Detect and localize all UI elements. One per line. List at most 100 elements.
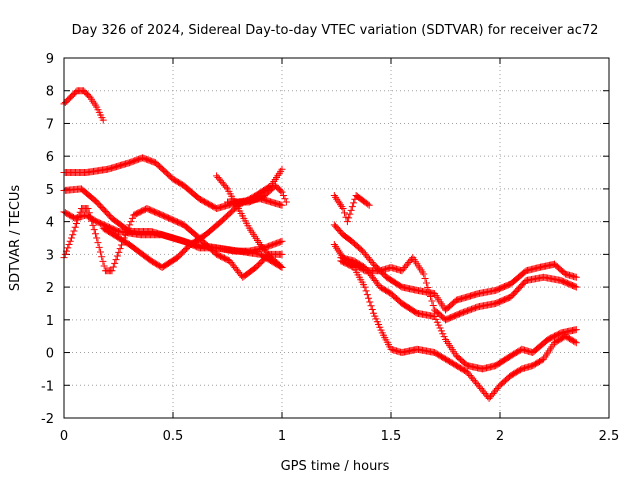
- data-point: [437, 327, 445, 335]
- chart-title: Day 326 of 2024, Sidereal Day-to-day VTE…: [72, 23, 599, 38]
- data-point: [65, 241, 73, 249]
- data-point: [433, 318, 441, 326]
- data-point: [86, 213, 94, 221]
- data-point: [61, 250, 69, 258]
- y-tick-label: -1: [41, 379, 54, 394]
- data-point: [277, 238, 285, 246]
- series-s11: [330, 241, 580, 324]
- data-point: [346, 210, 354, 218]
- grid: [64, 58, 609, 418]
- data-point: [76, 208, 84, 216]
- data-point: [277, 187, 285, 195]
- data-point: [431, 313, 439, 321]
- data-point: [345, 214, 353, 222]
- data-point: [424, 284, 432, 291]
- data-point: [427, 293, 435, 300]
- data-point: [98, 253, 106, 261]
- data-point: [281, 195, 289, 203]
- data-point: [572, 326, 580, 334]
- data-point: [64, 244, 72, 252]
- y-tick-label: 5: [46, 183, 54, 198]
- data-point: [571, 338, 579, 346]
- data-point: [85, 209, 93, 217]
- data-point: [365, 201, 373, 209]
- y-tick-label: 1: [46, 314, 54, 329]
- data-point: [69, 231, 77, 239]
- x-tick-label: 1.5: [381, 429, 402, 444]
- data-point: [572, 273, 580, 281]
- data-point: [91, 230, 99, 238]
- data-point: [109, 263, 117, 271]
- plot-border: [63, 57, 610, 419]
- data-point: [339, 205, 347, 213]
- data-point: [74, 216, 82, 224]
- data-point: [439, 330, 447, 338]
- data-point: [113, 252, 121, 260]
- y-tick-label: 9: [46, 52, 54, 67]
- data-point: [572, 339, 580, 347]
- y-tick-label: 7: [46, 117, 54, 132]
- series-s8: [224, 182, 290, 206]
- data-points: [60, 87, 580, 402]
- x-tick-label: 2.5: [599, 429, 620, 444]
- y-axis-label: SDTVAR / TECUs: [8, 185, 23, 292]
- data-point: [93, 234, 101, 242]
- data-point: [99, 116, 107, 124]
- data-point: [96, 248, 104, 256]
- data-point: [66, 237, 74, 245]
- data-point: [432, 315, 440, 323]
- data-point: [420, 270, 428, 278]
- series-s7: [213, 172, 286, 271]
- x-tick-label: 2: [496, 429, 504, 444]
- data-point: [572, 283, 580, 291]
- data-point: [222, 183, 230, 191]
- data-point: [350, 199, 358, 207]
- series-s4: [60, 208, 286, 255]
- data-point: [108, 267, 116, 275]
- data-point: [367, 302, 375, 310]
- data-point: [116, 245, 124, 253]
- data-point: [122, 231, 130, 239]
- x-tick-label: 1: [278, 429, 286, 444]
- data-point: [428, 297, 436, 305]
- data-point: [362, 287, 370, 295]
- data-point: [89, 221, 97, 229]
- data-point: [436, 324, 444, 332]
- data-point: [366, 298, 374, 306]
- data-point: [70, 227, 78, 235]
- data-point: [95, 243, 103, 251]
- data-point: [88, 217, 96, 225]
- data-point: [368, 306, 376, 314]
- data-point: [364, 200, 372, 208]
- y-tick-label: -2: [41, 412, 54, 427]
- series-s6: [99, 165, 286, 271]
- data-point: [571, 283, 579, 291]
- y-tick-label: 8: [46, 85, 54, 100]
- data-point: [115, 248, 123, 256]
- data-point: [127, 218, 135, 226]
- data-point: [361, 283, 369, 291]
- y-tick-label: 0: [46, 347, 54, 362]
- data-point: [425, 288, 433, 296]
- x-tick-label: 0: [60, 429, 68, 444]
- data-point: [84, 205, 92, 213]
- data-point: [279, 191, 287, 199]
- data-point: [67, 234, 75, 242]
- data-point: [343, 218, 351, 226]
- y-tick-label: 6: [46, 150, 54, 165]
- series-s12: [337, 254, 580, 373]
- data-point: [282, 198, 290, 206]
- data-point: [421, 275, 429, 282]
- data-point: [278, 250, 286, 258]
- data-point: [124, 224, 132, 232]
- data-point: [278, 165, 286, 173]
- data-point: [90, 226, 98, 234]
- data-point: [278, 188, 286, 196]
- y-tick-label: 4: [46, 216, 54, 231]
- data-point: [277, 262, 285, 270]
- y-tick-label: 2: [46, 281, 54, 296]
- data-point: [429, 302, 437, 309]
- x-tick-label: 0.5: [163, 429, 184, 444]
